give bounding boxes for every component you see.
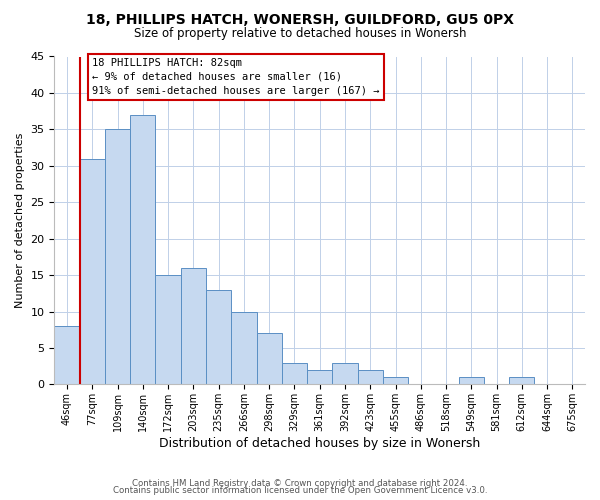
Text: Contains public sector information licensed under the Open Government Licence v3: Contains public sector information licen… bbox=[113, 486, 487, 495]
Text: Contains HM Land Registry data © Crown copyright and database right 2024.: Contains HM Land Registry data © Crown c… bbox=[132, 478, 468, 488]
Bar bbox=[257, 334, 282, 384]
Bar bbox=[383, 377, 408, 384]
Bar bbox=[358, 370, 383, 384]
Bar bbox=[231, 312, 257, 384]
Bar bbox=[458, 377, 484, 384]
Bar bbox=[332, 362, 358, 384]
X-axis label: Distribution of detached houses by size in Wonersh: Distribution of detached houses by size … bbox=[159, 437, 481, 450]
Bar bbox=[206, 290, 231, 384]
Text: Size of property relative to detached houses in Wonersh: Size of property relative to detached ho… bbox=[134, 28, 466, 40]
Bar bbox=[55, 326, 80, 384]
Y-axis label: Number of detached properties: Number of detached properties bbox=[15, 133, 25, 308]
Bar bbox=[509, 377, 535, 384]
Bar bbox=[307, 370, 332, 384]
Text: 18, PHILLIPS HATCH, WONERSH, GUILDFORD, GU5 0PX: 18, PHILLIPS HATCH, WONERSH, GUILDFORD, … bbox=[86, 12, 514, 26]
Bar bbox=[181, 268, 206, 384]
Bar bbox=[282, 362, 307, 384]
Text: 18 PHILLIPS HATCH: 82sqm
← 9% of detached houses are smaller (16)
91% of semi-de: 18 PHILLIPS HATCH: 82sqm ← 9% of detache… bbox=[92, 58, 380, 96]
Bar bbox=[105, 130, 130, 384]
Bar bbox=[155, 275, 181, 384]
Bar bbox=[80, 158, 105, 384]
Bar bbox=[130, 115, 155, 384]
